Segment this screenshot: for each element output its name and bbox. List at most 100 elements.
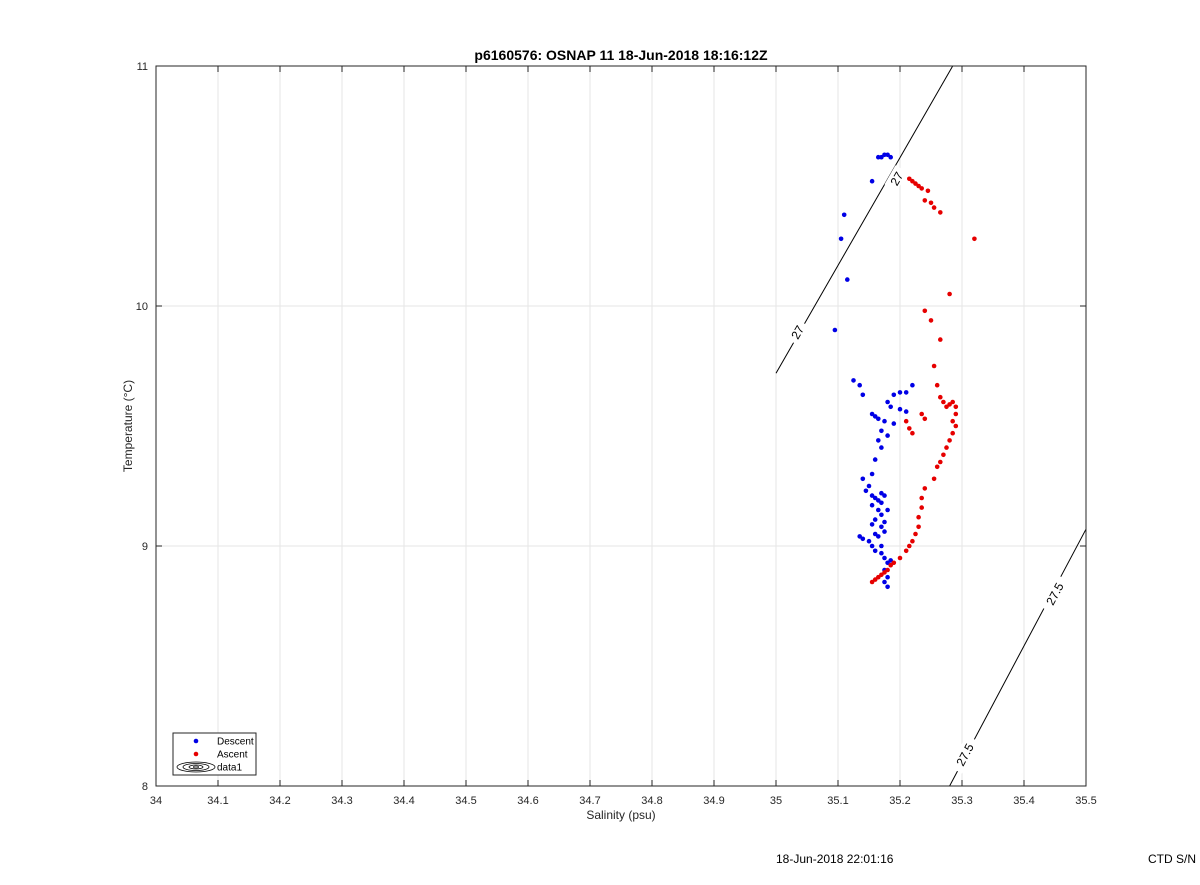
data-point bbox=[950, 430, 955, 436]
data-point bbox=[913, 181, 918, 186]
data-point bbox=[869, 502, 875, 508]
data-point bbox=[876, 574, 881, 580]
data-point bbox=[944, 445, 949, 450]
y-tick-label: 8 bbox=[142, 781, 148, 793]
contour-icon-ring bbox=[188, 764, 204, 770]
data-point bbox=[928, 200, 934, 206]
data-point bbox=[879, 490, 884, 496]
x-tick-label: 34.1 bbox=[207, 795, 228, 807]
data-point bbox=[866, 538, 872, 544]
data-point bbox=[872, 495, 878, 501]
y-tick-label: 9 bbox=[142, 541, 148, 553]
x-tick-label: 34.2 bbox=[269, 795, 290, 807]
data-point bbox=[907, 543, 912, 549]
data-point bbox=[869, 471, 875, 477]
data-point bbox=[891, 560, 897, 566]
footer-timestamp: 18-Jun-2018 22:01:16 bbox=[776, 852, 894, 866]
data-point bbox=[885, 433, 890, 438]
data-point bbox=[879, 572, 884, 578]
data-point bbox=[872, 457, 878, 462]
data-point bbox=[872, 517, 878, 522]
data-point bbox=[832, 327, 838, 333]
data-point bbox=[872, 414, 878, 419]
data-point bbox=[944, 404, 949, 410]
data-point bbox=[866, 483, 872, 489]
data-point bbox=[882, 519, 887, 525]
data-point bbox=[910, 178, 915, 184]
data-point bbox=[888, 404, 893, 410]
data-point bbox=[885, 152, 890, 158]
data-point bbox=[910, 382, 915, 388]
legend-label: data1 bbox=[217, 763, 242, 774]
legend-marker bbox=[193, 738, 199, 744]
data-point bbox=[913, 531, 918, 537]
x-tick-label: 35.1 bbox=[827, 795, 848, 807]
data-point bbox=[934, 382, 940, 388]
data-point bbox=[860, 476, 866, 482]
data-point bbox=[885, 584, 890, 590]
data-point bbox=[931, 476, 937, 482]
data-point bbox=[882, 555, 887, 561]
data-point bbox=[907, 426, 912, 431]
data-point bbox=[876, 416, 881, 422]
contour-icon bbox=[176, 761, 216, 773]
legend-entry: Ascent bbox=[193, 750, 248, 761]
data-point bbox=[972, 236, 977, 242]
data-series bbox=[832, 152, 977, 590]
x-tick-label: 34.9 bbox=[703, 795, 724, 807]
data-point bbox=[882, 493, 887, 498]
contour-label-bg bbox=[949, 735, 979, 774]
data-point bbox=[845, 277, 850, 282]
contour-label-group: 27 bbox=[785, 318, 809, 345]
legend: Descent Ascent data1 bbox=[172, 732, 257, 776]
x-tick-label: 34.5 bbox=[455, 795, 476, 807]
data-point bbox=[879, 550, 884, 556]
x-tick-label: 35.5 bbox=[1075, 795, 1096, 807]
data-point bbox=[919, 411, 924, 417]
data-point bbox=[876, 507, 881, 513]
plot-area bbox=[156, 66, 1086, 786]
contour-label: 27 bbox=[788, 323, 807, 342]
data-point bbox=[882, 529, 887, 534]
series-ascent bbox=[869, 176, 977, 585]
data-point bbox=[922, 416, 928, 422]
data-point bbox=[950, 418, 955, 424]
data-point bbox=[953, 423, 959, 429]
legend-label: Ascent bbox=[217, 750, 248, 761]
plot-frame bbox=[155, 65, 1087, 787]
legend-label: Descent bbox=[217, 737, 254, 748]
data-point bbox=[953, 411, 959, 417]
data-point bbox=[857, 534, 862, 539]
contour-label-bg bbox=[884, 165, 908, 192]
x-tick-label: 34 bbox=[150, 795, 162, 807]
x-tick-label: 34.3 bbox=[331, 795, 352, 807]
contour-icon-ring bbox=[176, 761, 216, 773]
data-point bbox=[919, 495, 924, 501]
contour-line bbox=[775, 65, 954, 374]
data-point bbox=[941, 452, 946, 458]
footer-serial: CTD S/N bbox=[1148, 852, 1196, 866]
data-point bbox=[953, 404, 959, 410]
x-axis-label: Salinity (psu) bbox=[586, 808, 655, 822]
data-point bbox=[934, 464, 940, 470]
x-tick-label: 34.7 bbox=[579, 795, 600, 807]
data-point bbox=[838, 236, 844, 242]
contour-label-bg bbox=[1039, 574, 1069, 613]
data-point bbox=[882, 579, 887, 585]
data-point bbox=[891, 421, 897, 426]
legend-entry: data1 bbox=[176, 761, 242, 774]
data-point bbox=[919, 505, 924, 510]
y-tick-label: 10 bbox=[136, 301, 148, 313]
data-point bbox=[885, 560, 890, 566]
data-point bbox=[876, 438, 881, 443]
contour-label: 27 bbox=[888, 169, 907, 188]
data-point bbox=[879, 500, 884, 506]
data-point bbox=[947, 291, 952, 297]
data-point bbox=[897, 390, 903, 395]
data-point bbox=[938, 337, 943, 342]
data-point bbox=[947, 438, 952, 443]
data-point bbox=[916, 514, 921, 520]
data-point bbox=[897, 406, 903, 412]
legend-marker bbox=[193, 751, 199, 757]
data-point bbox=[882, 570, 887, 575]
